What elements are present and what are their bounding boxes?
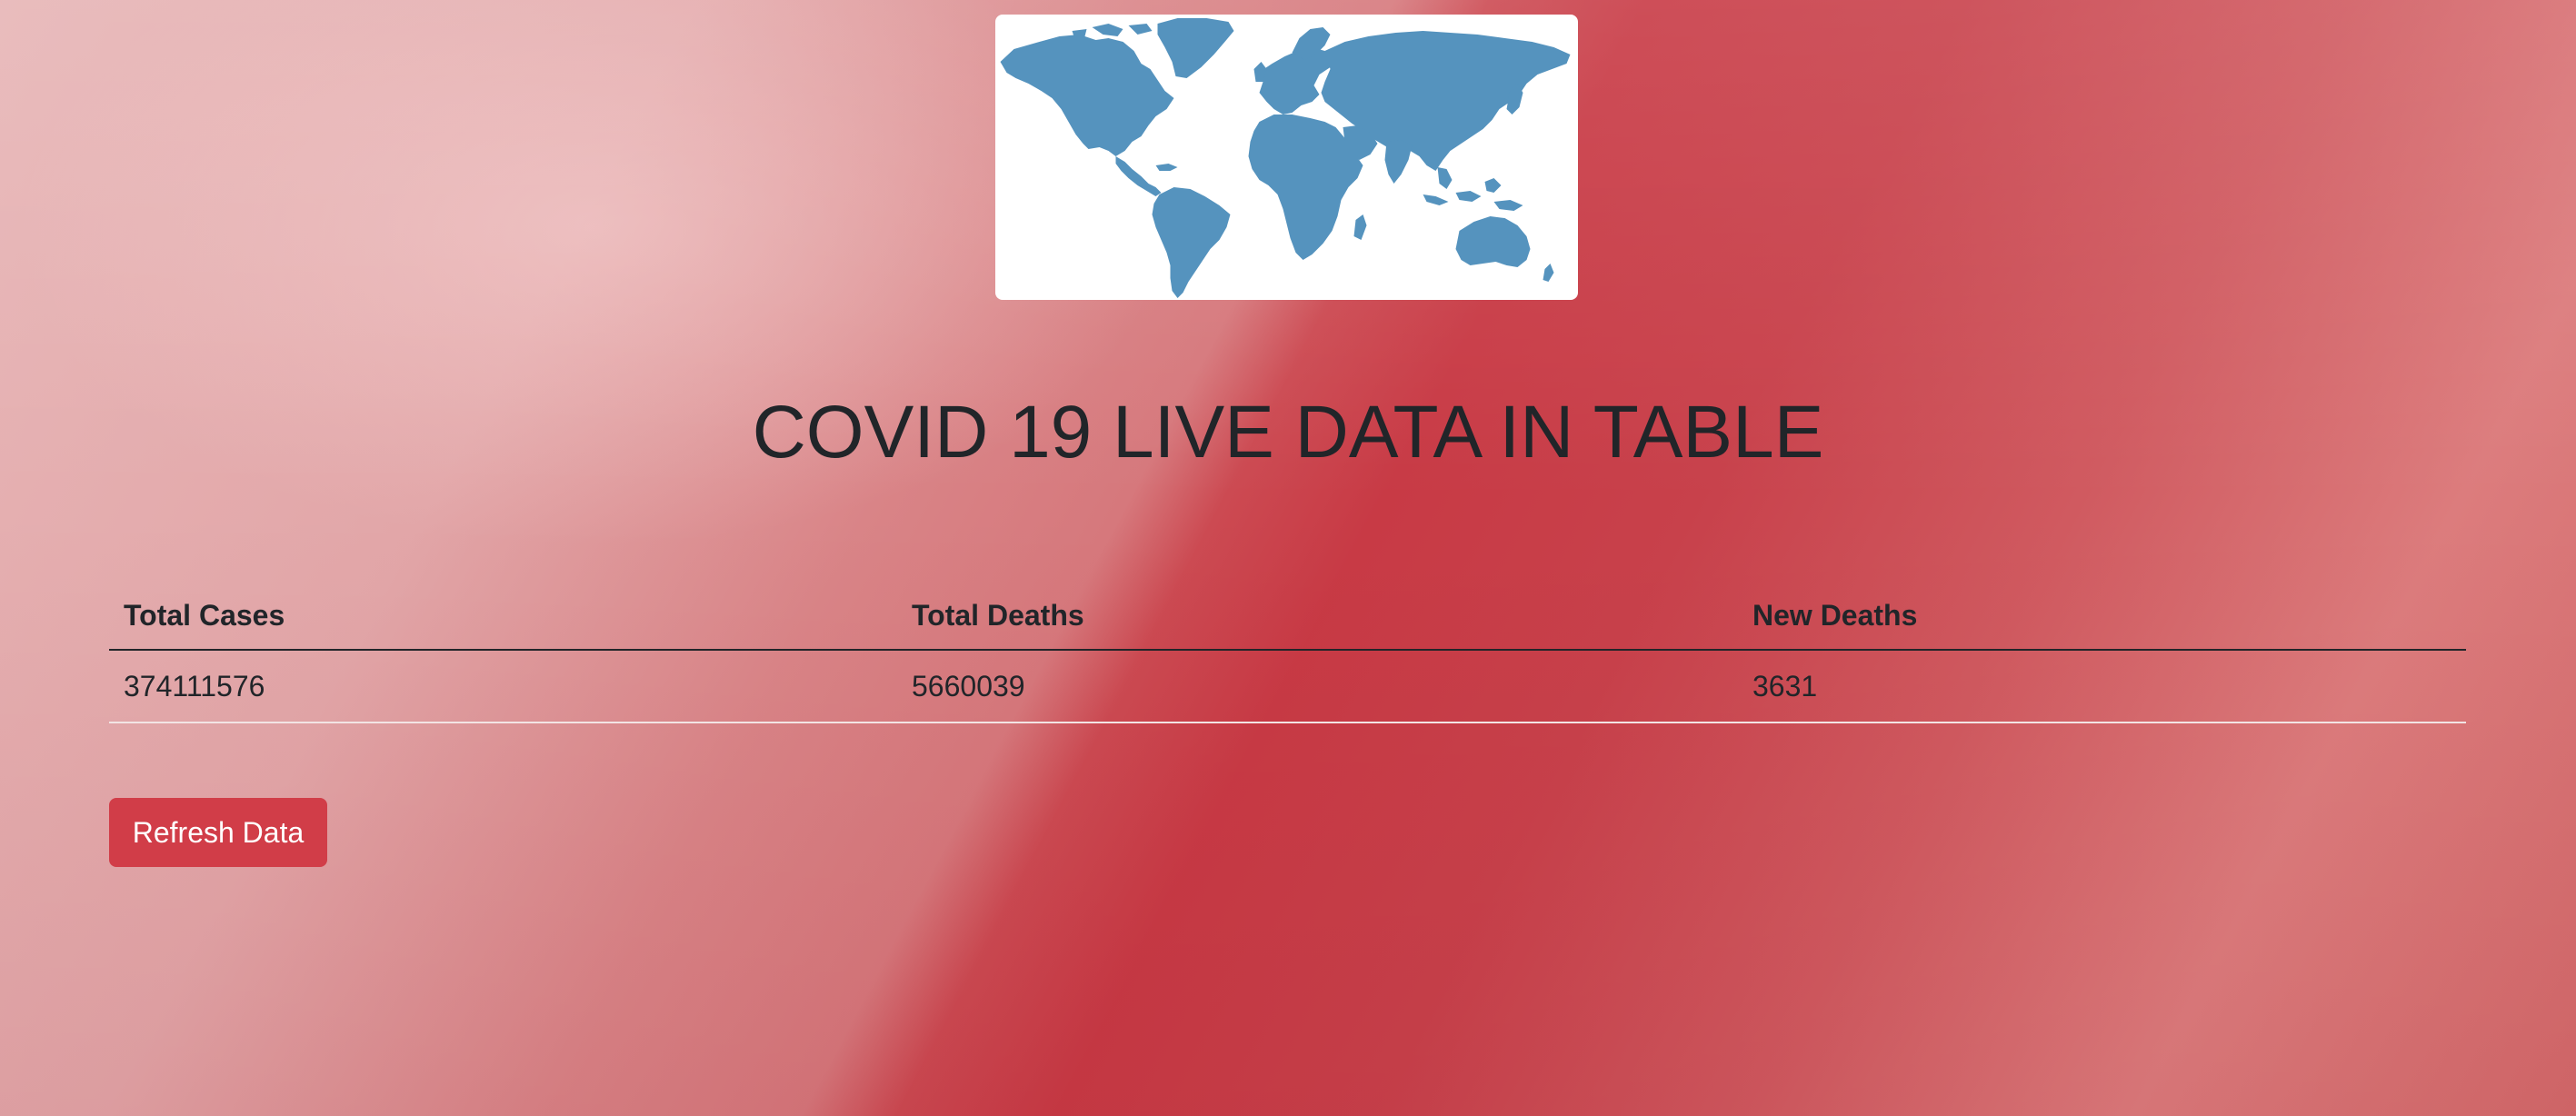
cell-new-deaths: 3631 — [1738, 650, 2466, 723]
uk-shape — [1253, 62, 1267, 82]
central-america-shape — [1115, 156, 1162, 196]
table-row: 374111576 5660039 3631 — [109, 650, 2466, 723]
page-title: COVID 19 LIVE DATA IN TABLE — [752, 391, 1824, 473]
refresh-data-button[interactable]: Refresh Data — [109, 798, 327, 867]
southeast-asia-shape — [1423, 167, 1523, 211]
india-shape — [1384, 140, 1413, 184]
madagascar-shape — [1353, 214, 1367, 240]
scandinavia-shape — [1292, 27, 1331, 60]
cell-total-deaths: 5660039 — [897, 650, 1738, 723]
arabia-shape — [1343, 125, 1378, 160]
north-america-shape — [1000, 35, 1174, 156]
cell-total-cases: 374111576 — [109, 650, 897, 723]
covid-data-table: Total Cases Total Deaths New Deaths 3741… — [109, 582, 2466, 723]
south-america-shape — [1152, 187, 1231, 298]
asia-shape — [1321, 31, 1571, 171]
world-map-icon — [1000, 18, 1571, 298]
japan-shape — [1506, 84, 1523, 115]
header-total-cases: Total Cases — [109, 582, 897, 651]
caribbean-shape — [1155, 164, 1178, 171]
header-total-deaths: Total Deaths — [897, 582, 1738, 651]
greenland-shape — [1157, 18, 1234, 78]
europe-shape — [1259, 47, 1334, 115]
arctic-islands-shape — [1072, 24, 1153, 36]
new-zealand-shape — [1543, 264, 1554, 282]
australia-shape — [1455, 216, 1531, 267]
table-header-row: Total Cases Total Deaths New Deaths — [109, 582, 2466, 651]
world-map-image — [995, 15, 1578, 300]
header-new-deaths: New Deaths — [1738, 582, 2466, 651]
africa-shape — [1248, 115, 1363, 260]
